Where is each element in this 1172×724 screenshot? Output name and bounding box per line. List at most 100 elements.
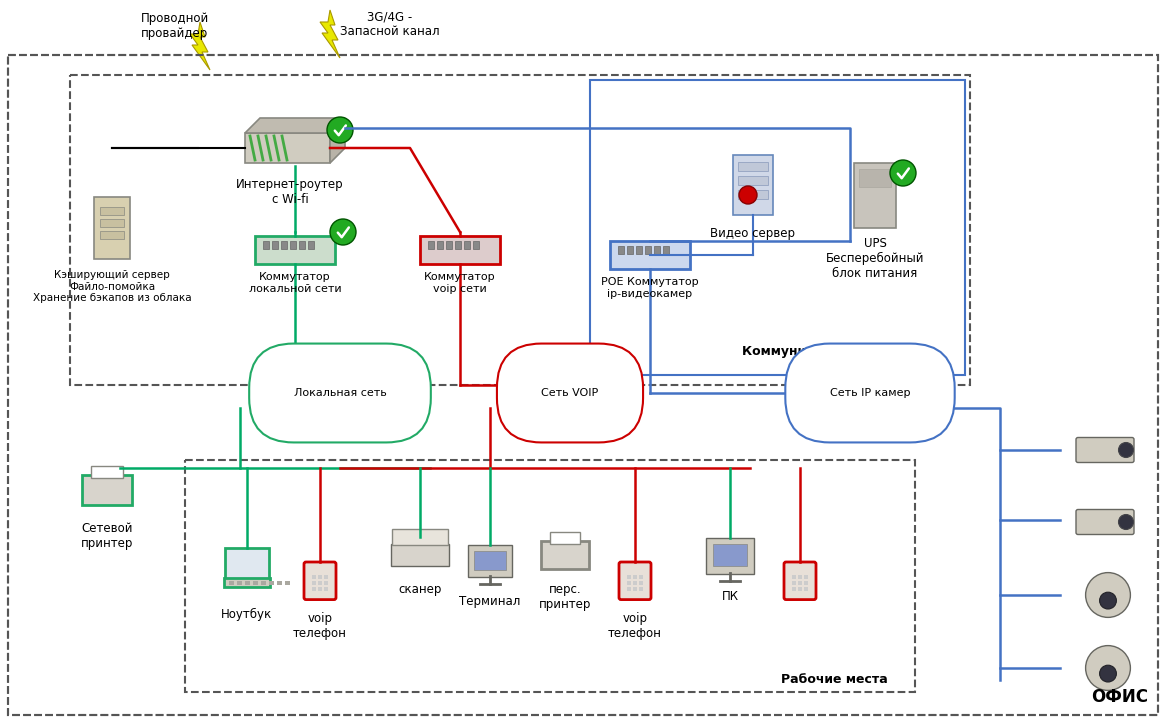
Bar — [261, 581, 266, 586]
FancyBboxPatch shape — [738, 190, 768, 199]
FancyBboxPatch shape — [618, 246, 624, 254]
FancyBboxPatch shape — [475, 550, 505, 571]
Bar — [268, 581, 274, 586]
FancyBboxPatch shape — [550, 531, 580, 544]
Text: Сетевой
принтер: Сетевой принтер — [81, 522, 134, 550]
Bar — [268, 581, 274, 586]
Bar — [245, 581, 250, 586]
FancyBboxPatch shape — [464, 241, 470, 249]
Bar — [229, 581, 234, 586]
Bar — [312, 587, 316, 591]
FancyBboxPatch shape — [706, 538, 754, 573]
Text: 3G/4G -
Запасной канал: 3G/4G - Запасной канал — [340, 10, 440, 38]
FancyBboxPatch shape — [609, 241, 690, 269]
Bar — [277, 581, 282, 586]
Bar — [633, 587, 638, 591]
Bar — [639, 587, 643, 591]
FancyBboxPatch shape — [1076, 437, 1134, 463]
Bar — [792, 587, 796, 591]
Text: Рабочие места: Рабочие места — [782, 673, 888, 686]
Bar — [312, 575, 316, 579]
Bar — [229, 581, 234, 586]
FancyBboxPatch shape — [663, 246, 669, 254]
Bar — [237, 581, 241, 586]
Bar — [323, 581, 328, 585]
Text: Проводной
провайдер: Проводной провайдер — [141, 12, 209, 40]
Bar — [804, 581, 808, 585]
Bar — [633, 575, 638, 579]
Bar — [798, 575, 802, 579]
Bar — [277, 581, 282, 586]
FancyBboxPatch shape — [255, 236, 335, 264]
Bar — [798, 581, 802, 585]
Bar — [253, 581, 258, 586]
Circle shape — [327, 117, 353, 143]
Text: Кэширующий сервер
Файло-помойка
Хранение бэкапов из облака: Кэширующий сервер Файло-помойка Хранение… — [33, 270, 191, 303]
Bar — [277, 581, 282, 586]
FancyBboxPatch shape — [738, 176, 768, 185]
FancyBboxPatch shape — [853, 162, 897, 227]
FancyBboxPatch shape — [437, 241, 443, 249]
Text: Коммутатор
voip сети: Коммутатор voip сети — [424, 272, 496, 294]
Bar — [237, 581, 241, 586]
Bar — [639, 581, 643, 585]
Bar — [237, 581, 241, 586]
Bar — [253, 581, 258, 586]
Circle shape — [1118, 442, 1133, 458]
Text: Терминал: Терминал — [459, 595, 520, 608]
Bar — [323, 587, 328, 591]
FancyBboxPatch shape — [732, 155, 774, 215]
Circle shape — [331, 219, 356, 245]
Text: voip
телефон: voip телефон — [608, 612, 662, 640]
Polygon shape — [331, 118, 345, 163]
Polygon shape — [320, 10, 340, 58]
Text: Локальная сеть: Локальная сеть — [294, 388, 387, 398]
Bar — [253, 581, 258, 586]
Text: ОФИС: ОФИС — [1091, 688, 1149, 706]
Bar — [261, 581, 266, 586]
Bar — [633, 581, 638, 585]
Text: сканер: сканер — [398, 583, 442, 596]
FancyBboxPatch shape — [473, 241, 479, 249]
Bar — [261, 581, 266, 586]
Bar — [229, 581, 234, 586]
FancyBboxPatch shape — [391, 529, 448, 545]
Bar — [268, 581, 274, 586]
FancyBboxPatch shape — [654, 246, 660, 254]
FancyBboxPatch shape — [619, 562, 650, 599]
Bar — [318, 575, 322, 579]
Text: Видео сервер: Видео сервер — [710, 227, 796, 240]
FancyBboxPatch shape — [101, 231, 124, 239]
FancyBboxPatch shape — [784, 562, 816, 599]
Polygon shape — [245, 133, 331, 163]
FancyBboxPatch shape — [391, 544, 449, 566]
Bar — [237, 581, 241, 586]
Bar — [627, 587, 631, 591]
Text: перс.
принтер: перс. принтер — [539, 583, 591, 611]
Circle shape — [1085, 573, 1131, 618]
FancyBboxPatch shape — [645, 246, 650, 254]
FancyBboxPatch shape — [289, 241, 297, 249]
Bar — [245, 581, 250, 586]
FancyBboxPatch shape — [224, 578, 270, 586]
FancyBboxPatch shape — [713, 544, 748, 566]
Bar — [318, 581, 322, 585]
FancyBboxPatch shape — [308, 241, 314, 249]
Bar — [229, 581, 234, 586]
FancyBboxPatch shape — [420, 236, 500, 264]
Bar — [285, 581, 289, 586]
FancyBboxPatch shape — [299, 241, 305, 249]
Text: voip
телефон: voip телефон — [293, 612, 347, 640]
Bar — [792, 581, 796, 585]
Circle shape — [1118, 515, 1133, 529]
Circle shape — [1099, 665, 1117, 682]
FancyBboxPatch shape — [541, 541, 588, 569]
FancyBboxPatch shape — [91, 466, 123, 478]
Bar — [627, 581, 631, 585]
FancyBboxPatch shape — [455, 241, 461, 249]
Circle shape — [740, 186, 757, 204]
FancyBboxPatch shape — [859, 169, 891, 188]
Text: Коммутатор
локальной сети: Коммутатор локальной сети — [248, 272, 341, 294]
Circle shape — [890, 160, 917, 186]
Text: Коммуникационный шкаф: Коммуникационный шкаф — [742, 345, 934, 358]
